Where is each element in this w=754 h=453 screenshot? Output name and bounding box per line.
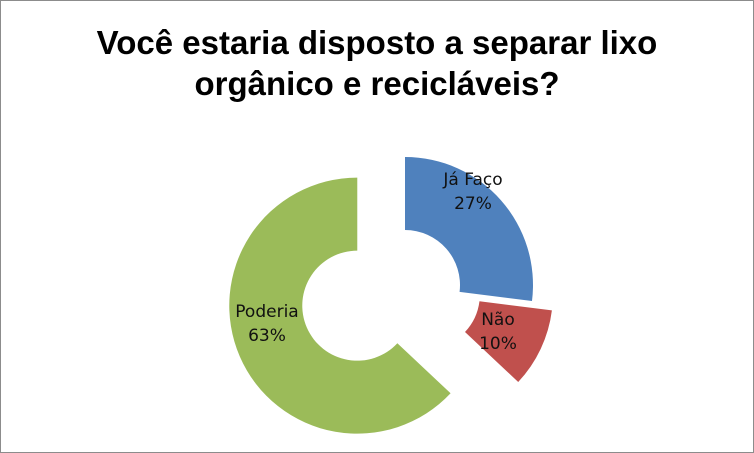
- slice-percent-label: 27%: [454, 194, 492, 214]
- slice-n-o: [465, 301, 552, 382]
- slice-label: Já Faço 27%: [442, 170, 502, 214]
- slice-category-label: Já Faço: [442, 170, 502, 190]
- chart-title-line-1: Você estaria disposto a separar lixo: [96, 24, 658, 61]
- slice-label: Poderia 63%: [235, 302, 298, 346]
- slice-category-label: Poderia: [235, 302, 298, 322]
- slice-poderia: [229, 177, 451, 434]
- slice-category-label: Não: [481, 310, 515, 330]
- chart-title-line-2: orgânico e recicláveis?: [194, 65, 560, 102]
- slice-j-fa-o: [405, 157, 533, 302]
- chart-title: Você estaria disposto a separar lixo org…: [0, 22, 754, 104]
- slice-percent-label: 63%: [248, 326, 286, 346]
- slice-percent-label: 10%: [479, 334, 517, 354]
- slice-label: Não 10%: [479, 310, 517, 354]
